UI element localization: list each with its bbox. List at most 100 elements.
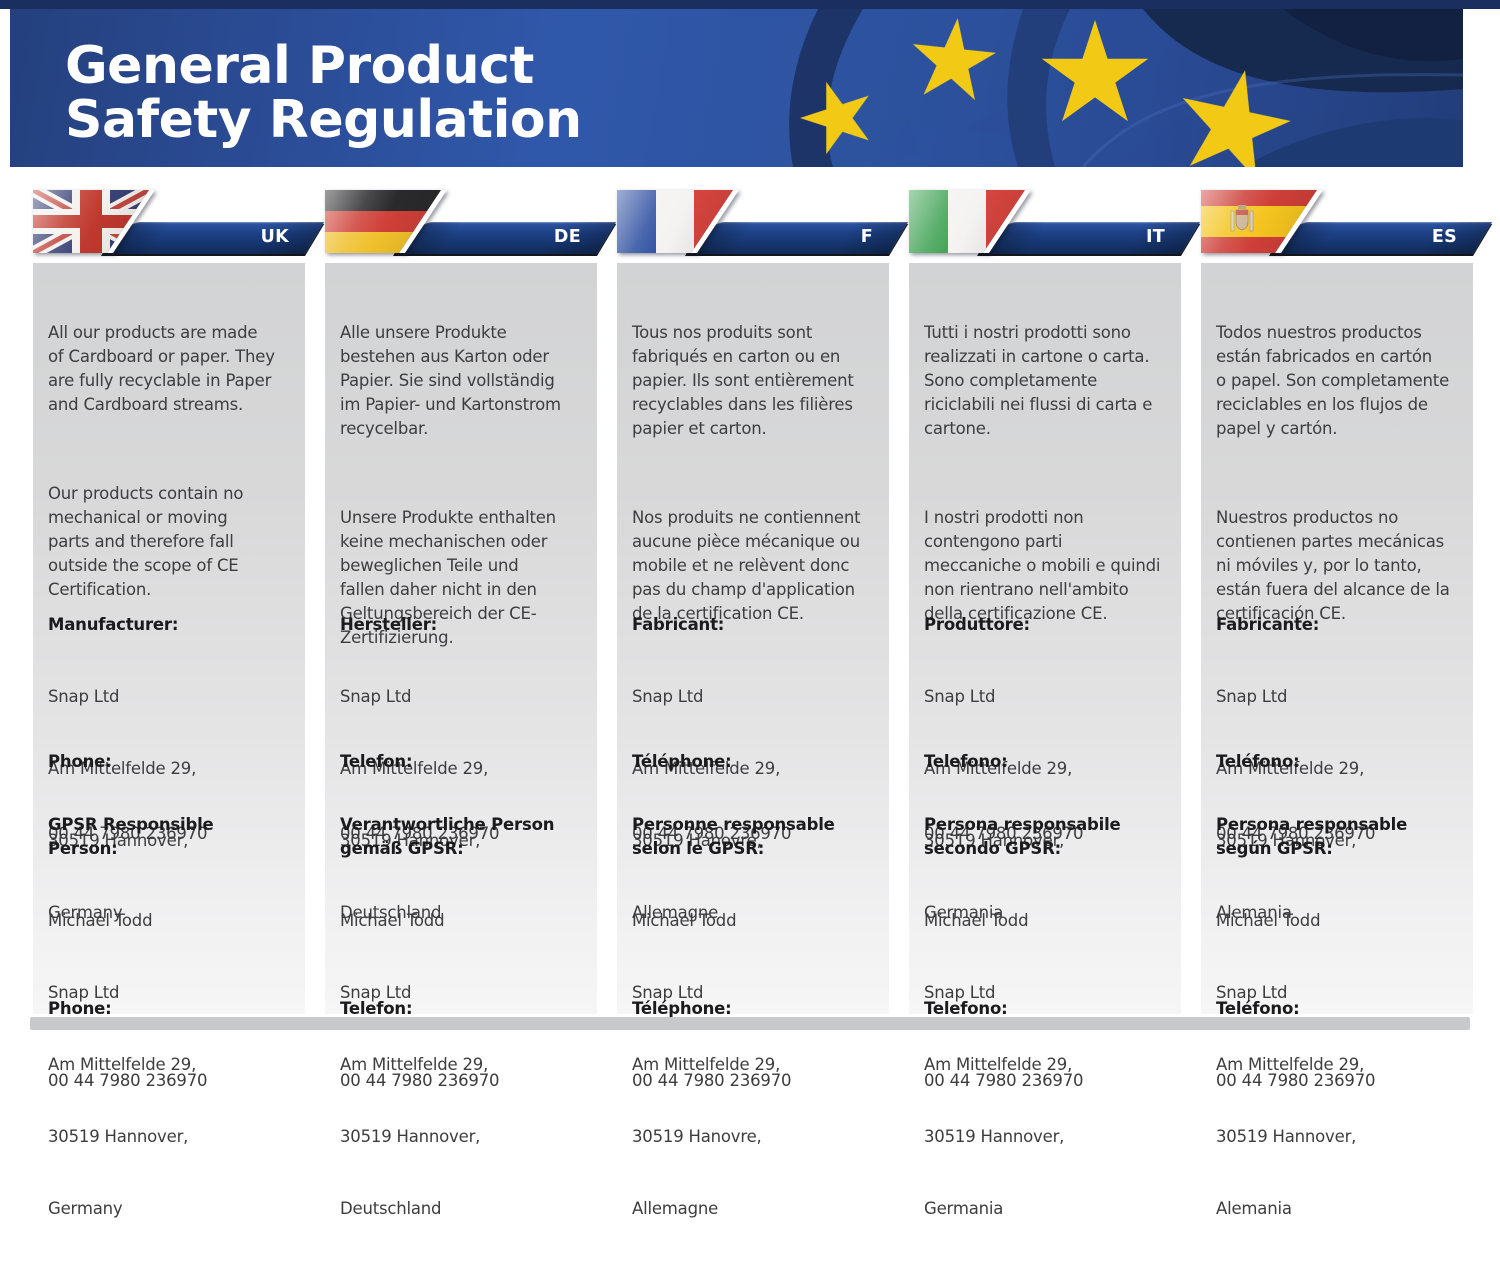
phone-number: 00 44 7980 236970 <box>924 1071 1084 1090</box>
manufacturer-line: 30519 Hannover, <box>340 831 481 850</box>
column-de: DE Alle unsere Produkte bestehen aus Kar… <box>325 190 617 1218</box>
manufacturer-label: Manufacturer: <box>48 615 179 634</box>
gpsr-line: Allemagne <box>632 1199 719 1218</box>
phone-number: 00 44 7980 236970 <box>632 1071 792 1090</box>
italy-flag-icon <box>909 190 1032 253</box>
manufacturer-section: Produttore: Snap Ltd Am Mittelfelde 29, … <box>924 565 1179 973</box>
phone-section: Phone: 00 44 7980 236970 <box>48 702 303 894</box>
phone-section-2: Phone: 00 44 7980 236970 <box>48 949 303 1141</box>
star-icon <box>1041 20 1149 122</box>
column-fr: F Tous nos produits sont fabriqués en ca… <box>617 190 909 1218</box>
gpsr-line: Michael Todd <box>632 911 737 930</box>
gpsr-line: Snap Ltd <box>632 983 704 1002</box>
manufacturer-label: Hersteller: <box>340 615 438 634</box>
manufacturer-line: Germany <box>48 903 123 922</box>
fold-shape <box>1283 9 1463 62</box>
phone-section-2: Teléfono: 00 44 7980 236970 <box>1216 949 1471 1141</box>
info-panel: All our products are made of Cardboard o… <box>33 263 305 1218</box>
phone-label: Telefono: <box>924 752 1008 771</box>
manufacturer-line: Am Mittelfelde 29, <box>48 759 197 778</box>
ce-paragraph: Our products contain no mechanical or mo… <box>48 484 244 599</box>
language-badge: UK <box>108 222 325 254</box>
manufacturer-section: Manufacturer: Snap Ltd Am Mittelfelde 29… <box>48 565 303 973</box>
phone-label: Teléfono: <box>1216 999 1300 1018</box>
recyclability-paragraph: Todos nuestros productos están fabricado… <box>1216 323 1450 438</box>
manufacturer-line: Snap Ltd <box>632 687 704 706</box>
language-code: ES <box>1431 227 1457 247</box>
manufacturer-label: Fabricant: <box>632 615 725 634</box>
uk-flag-icon <box>33 190 156 253</box>
intro-section: Todos nuestros productos están fabricado… <box>1216 273 1471 691</box>
intro-section: All our products are made of Cardboard o… <box>48 273 303 667</box>
gpsr-label: Persona responsable según GPSR: <box>1216 815 1408 858</box>
gpsr-line: Snap Ltd <box>48 983 120 1002</box>
phone-number: 00 44 7980 236970 <box>340 1071 500 1090</box>
manufacturer-line: 30519 Hanovre, <box>632 831 762 850</box>
flag-badge-row: UK <box>33 190 325 256</box>
manufacturer-line: Am Mittelfelde 29, <box>1216 759 1365 778</box>
info-panel: Alle unsere Produkte bestehen aus Karton… <box>325 263 597 1218</box>
phone-number: 00 44 7980 236970 <box>1216 1071 1376 1090</box>
manufacturer-line: 30519 Hannover, <box>1216 831 1357 850</box>
star-icon <box>912 18 997 101</box>
language-badge: ES <box>1276 222 1493 254</box>
gpsr-sheet: { "header": { "title_line1": "General Pr… <box>0 0 1500 1030</box>
recyclability-paragraph: Alle unsere Produkte bestehen aus Karton… <box>340 323 561 438</box>
manufacturer-line: Germania <box>924 903 1004 922</box>
spain-flag-icon <box>1201 190 1324 253</box>
phone-section-2: Telefon: 00 44 7980 236970 <box>340 949 595 1141</box>
phone-number: 00 44 7980 236970 <box>632 824 792 843</box>
flag-badge-row: F <box>617 190 909 256</box>
gpsr-line: Deutschland <box>340 1199 442 1218</box>
phone-label: Telefono: <box>924 999 1008 1018</box>
star-icon <box>800 81 869 155</box>
gpsr-line: Snap Ltd <box>924 983 996 1002</box>
language-badge: IT <box>984 222 1201 254</box>
phone-label: Telefon: <box>340 752 413 771</box>
manufacturer-line: Am Mittelfelde 29, <box>340 759 489 778</box>
language-badge: F <box>692 222 909 254</box>
gpsr-line: Snap Ltd <box>1216 983 1288 1002</box>
phone-section-2: Telefono: 00 44 7980 236970 <box>924 949 1179 1141</box>
phone-number: 00 44 7980 236970 <box>924 824 1084 843</box>
star-icon <box>1182 70 1291 167</box>
phone-section: Telefono: 00 44 7980 236970 <box>924 702 1179 894</box>
phone-label: Telefon: <box>340 999 413 1018</box>
manufacturer-line: Alemania <box>1216 903 1292 922</box>
ce-paragraph: Nuestros productos no contienen partes m… <box>1216 508 1450 623</box>
france-flag-icon <box>617 190 740 253</box>
ce-paragraph: I nostri prodotti non contengono parti m… <box>924 508 1161 623</box>
phone-section: Téléphone: 00 44 7980 236970 <box>632 702 887 894</box>
ce-paragraph: Nos produits ne contiennent aucune pièce… <box>632 508 861 623</box>
gpsr-label: Personne responsable selon le GPSR: <box>632 815 835 858</box>
bottom-edge-strip <box>30 1017 1470 1030</box>
manufacturer-line: 30519 Hannover, <box>924 831 1065 850</box>
manufacturer-line: Snap Ltd <box>48 687 120 706</box>
manufacturer-line: Am Mittelfelde 29, <box>924 759 1073 778</box>
gpsr-line: Snap Ltd <box>340 983 412 1002</box>
flag-badge-row: ES <box>1201 190 1493 256</box>
phone-label: Téléphone: <box>632 752 732 771</box>
flag-badge-row: IT <box>909 190 1201 256</box>
manufacturer-label: Fabricante: <box>1216 615 1320 634</box>
page-title-line1: General Product <box>65 36 534 96</box>
phone-number: 00 44 7980 236970 <box>1216 824 1376 843</box>
header-banner: General Product Safety Regulation <box>10 9 1463 167</box>
top-border-strip <box>0 0 1500 9</box>
recyclability-paragraph: Tous nos produits sont fabriqués en cart… <box>632 323 854 438</box>
manufacturer-section: Fabricant: Snap Ltd Am Mittelfelde 29, 3… <box>632 565 887 973</box>
fold-shape <box>789 9 863 167</box>
phone-section: Teléfono: 00 44 7980 236970 <box>1216 702 1471 894</box>
germany-flag-icon <box>325 190 448 253</box>
manufacturer-section: Hersteller: Snap Ltd Am Mittelfelde 29, … <box>340 565 595 973</box>
manufacturer-line: Snap Ltd <box>1216 687 1288 706</box>
phone-number: 00 44 7980 236970 <box>48 824 208 843</box>
column-uk: UK All our products are made of Cardboar… <box>33 190 325 1218</box>
intro-section: Tous nos produits sont fabriqués en cart… <box>632 273 887 691</box>
language-badge: DE <box>400 222 617 254</box>
manufacturer-line: Snap Ltd <box>340 687 412 706</box>
info-panel: Tutti i nostri prodotti sono realizzati … <box>909 263 1181 1218</box>
info-panel: Tous nos produits sont fabriqués en cart… <box>617 263 889 1218</box>
language-code: UK <box>260 227 289 247</box>
phone-number: 00 44 7980 236970 <box>340 824 500 843</box>
